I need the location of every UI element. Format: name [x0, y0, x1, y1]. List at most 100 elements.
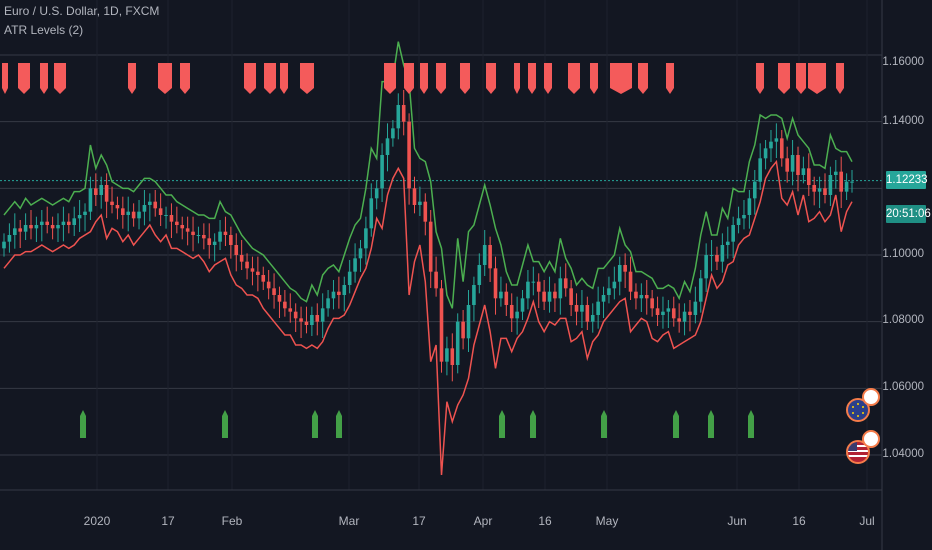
date-tick: 16: [538, 514, 552, 528]
candle-body: [218, 231, 222, 242]
candle-body: [239, 255, 244, 262]
candle-body: [472, 285, 476, 306]
sell-markers: [2, 63, 844, 94]
candle-body: [153, 201, 158, 209]
candle-body: [580, 305, 584, 312]
candle-body: [364, 228, 368, 249]
candle-body: [304, 321, 309, 326]
candle-body: [758, 158, 762, 182]
candle-body: [504, 291, 509, 306]
candle-body: [385, 138, 390, 156]
candle-body: [266, 281, 271, 289]
candle-body: [423, 201, 428, 222]
current-price-badge: 1.12233: [886, 171, 928, 189]
candle-body: [277, 295, 282, 302]
candle-body: [574, 305, 579, 312]
candle-body: [477, 265, 482, 286]
candle-body: [639, 295, 644, 299]
candle-body: [752, 181, 757, 199]
candle-body: [2, 241, 6, 249]
candle-body: [45, 221, 50, 226]
candle-body: [256, 271, 260, 276]
candle-body: [720, 245, 725, 262]
candle-body: [493, 268, 498, 299]
indicator-title[interactable]: ATR Levels (2): [4, 23, 84, 37]
candle-body: [104, 185, 109, 202]
candle-body: [698, 278, 703, 302]
candle-body: [461, 321, 465, 339]
candle-body: [202, 235, 206, 239]
sell-marker: [180, 63, 190, 94]
event-count-badge[interactable]: [862, 388, 880, 406]
sell-marker: [756, 63, 764, 94]
price-tick: 1.10000: [882, 248, 924, 260]
candle-body: [315, 315, 320, 322]
sell-marker: [300, 63, 314, 94]
candle-body: [83, 211, 87, 216]
candle-body: [407, 121, 411, 189]
sell-marker: [128, 63, 136, 94]
candle-body: [482, 245, 487, 266]
candle-body: [742, 215, 746, 219]
candle-body: [839, 171, 843, 192]
candle-body: [320, 308, 325, 322]
candle-body: [455, 321, 460, 366]
candle-body: [439, 288, 444, 362]
candle-body: [61, 221, 66, 226]
buy-marker: [336, 410, 342, 438]
candle-body: [553, 291, 557, 299]
event-count-badge[interactable]: [862, 430, 880, 448]
candle-body: [612, 281, 617, 289]
candle-body: [812, 185, 816, 192]
sell-marker: [544, 63, 552, 94]
candle-body: [677, 318, 681, 322]
candle-body: [428, 221, 433, 272]
us-event-flag[interactable]: [846, 440, 870, 464]
candle-body: [644, 295, 649, 299]
candle-body: [391, 128, 395, 139]
candle-body: [693, 301, 698, 316]
candle-body: [520, 298, 525, 312]
candle-body: [515, 311, 519, 319]
candle-body: [374, 188, 379, 199]
candle-body: [110, 201, 114, 206]
candle-body: [806, 168, 811, 186]
symbol-title[interactable]: Euro / U.S. Dollar, 1D, FXCM: [4, 4, 160, 18]
candle-body: [628, 271, 633, 292]
candle-body: [563, 278, 568, 289]
sell-marker: [460, 63, 470, 94]
candles: [2, 90, 854, 382]
candle-body: [509, 305, 514, 319]
candle-body: [542, 291, 546, 302]
candle-body: [396, 105, 401, 129]
candle-body: [272, 288, 276, 296]
candle-body: [283, 301, 287, 309]
candle-body: [558, 278, 563, 299]
candle-body: [207, 238, 212, 246]
candle-body: [131, 211, 136, 219]
candle-body: [623, 265, 627, 272]
sell-marker: [420, 63, 428, 94]
candle-body: [585, 305, 590, 322]
candle-body: [212, 241, 217, 246]
candle-body: [115, 205, 120, 209]
sell-marker: [54, 63, 66, 94]
candle-body: [817, 188, 822, 192]
candle-body: [850, 181, 854, 183]
buy-marker: [708, 410, 714, 438]
candle-body: [634, 291, 638, 299]
sell-marker: [836, 63, 844, 94]
candle-body: [779, 138, 784, 159]
candle-body: [601, 295, 606, 302]
candle-body: [158, 208, 163, 216]
sell-marker: [436, 63, 446, 94]
sell-marker: [610, 63, 632, 94]
candle-body: [245, 261, 249, 269]
candle-body: [704, 255, 708, 279]
candle-body: [466, 305, 471, 339]
candle-body: [823, 188, 827, 196]
candle-body: [142, 205, 147, 212]
candle-body: [18, 228, 23, 232]
date-tick: Jun: [727, 514, 747, 528]
